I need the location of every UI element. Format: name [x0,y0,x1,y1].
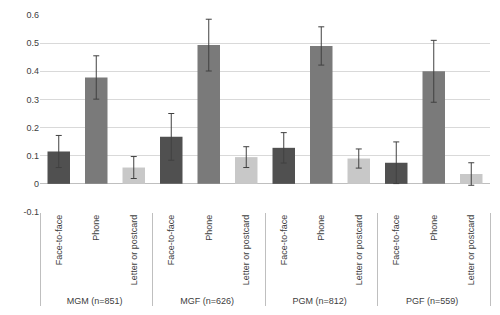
svg-text:-0.1: -0.1 [23,207,39,217]
svg-text:PGF (n=559): PGF (n=559) [406,296,458,306]
svg-text:Face-to-face: Face-to-face [391,215,401,266]
svg-text:Face-to-face: Face-to-face [54,215,64,266]
svg-text:0: 0 [34,179,39,189]
svg-text:Phone: Phone [316,215,326,241]
svg-text:0.3: 0.3 [26,95,39,105]
svg-text:0.6: 0.6 [26,10,39,20]
svg-text:Phone: Phone [204,215,214,241]
svg-text:0.5: 0.5 [26,38,39,48]
svg-text:Letter or postcard: Letter or postcard [241,215,251,286]
svg-text:MGM (n=851): MGM (n=851) [67,296,123,306]
svg-text:PGM (n=812): PGM (n=812) [293,296,347,306]
svg-text:Letter or postcard: Letter or postcard [129,215,139,286]
svg-text:Face-to-face: Face-to-face [166,215,176,266]
svg-text:Phone: Phone [91,215,101,241]
svg-text:Letter or postcard: Letter or postcard [354,215,364,286]
svg-text:Face-to-face: Face-to-face [279,215,289,266]
svg-text:Phone: Phone [429,215,439,241]
svg-text:0.1: 0.1 [26,151,39,161]
svg-text:Letter or postcard: Letter or postcard [466,215,476,286]
svg-text:0.4: 0.4 [26,66,39,76]
svg-text:MGF (n=626): MGF (n=626) [180,296,234,306]
svg-text:0.2: 0.2 [26,123,39,133]
